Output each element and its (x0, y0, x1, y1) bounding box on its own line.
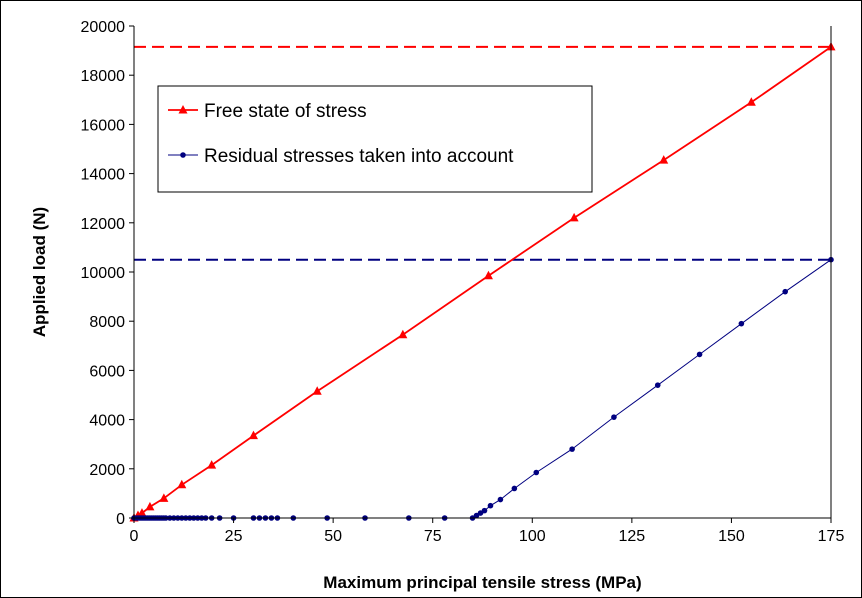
x-tick-label: 175 (818, 528, 845, 545)
x-tick-label: 100 (519, 528, 546, 545)
series-2 (131, 256, 834, 521)
data-point (398, 329, 408, 339)
y-tick-label: 0 (116, 511, 125, 528)
x-tick-label: 150 (718, 528, 745, 545)
y-axis-title: Applied load (N) (30, 207, 49, 337)
x-tick-label: 50 (324, 528, 342, 545)
x-axis-title: Maximum principal tensile stress (MPa) (323, 573, 641, 592)
data-point (159, 493, 169, 502)
legend-marker (180, 152, 186, 158)
y-tick-label: 6000 (89, 363, 125, 380)
y-tick-label: 16000 (81, 117, 126, 134)
x-tick-label: 25 (225, 528, 243, 545)
data-point (511, 485, 518, 492)
x-tick-label: 75 (424, 528, 442, 545)
data-point (746, 97, 756, 106)
data-point (611, 414, 617, 420)
data-point (248, 430, 258, 440)
data-point (137, 508, 147, 517)
data-point (487, 502, 494, 509)
x-tick-label: 0 (130, 528, 139, 545)
legend-item-2: Residual stresses taken into account (168, 146, 514, 167)
legend-label: Residual stresses taken into account (204, 146, 514, 167)
legend-box (157, 85, 593, 193)
data-point (569, 446, 575, 452)
series-line (134, 259, 832, 519)
data-point (659, 155, 669, 164)
data-point (782, 288, 788, 295)
data-point (654, 382, 661, 388)
y-tick-label: 18000 (81, 68, 126, 85)
legend-marker (178, 105, 188, 114)
y-tick-label: 20000 (81, 19, 126, 36)
data-point (483, 270, 493, 280)
y-tick-label: 10000 (81, 265, 126, 282)
data-point (177, 479, 187, 489)
data-point (696, 351, 703, 358)
y-tick-label: 2000 (89, 462, 125, 479)
data-point (497, 496, 504, 503)
legend: Free state of stress Residual stresses ta… (157, 85, 593, 193)
data-point (738, 320, 745, 327)
legend-label: Free state of stress (204, 101, 367, 122)
reference-lines (134, 45, 831, 261)
data-point (481, 507, 488, 514)
axes-layer: 0 2000 4000 6000 8000 10000 12000 14000 16000 180… (81, 19, 845, 545)
y-tick-label: 14000 (81, 167, 126, 184)
series-1 (129, 41, 836, 522)
legend-item-1: Free state of stress (168, 101, 367, 122)
data-point (569, 212, 579, 222)
y-tick-label: 4000 (89, 413, 125, 430)
data-point (533, 469, 540, 476)
data-point (145, 501, 155, 511)
data-point (312, 386, 322, 395)
y-tick-label: 8000 (89, 314, 125, 331)
data-point (207, 460, 217, 469)
y-tick-label: 12000 (81, 216, 126, 233)
x-tick-label: 125 (619, 528, 646, 545)
